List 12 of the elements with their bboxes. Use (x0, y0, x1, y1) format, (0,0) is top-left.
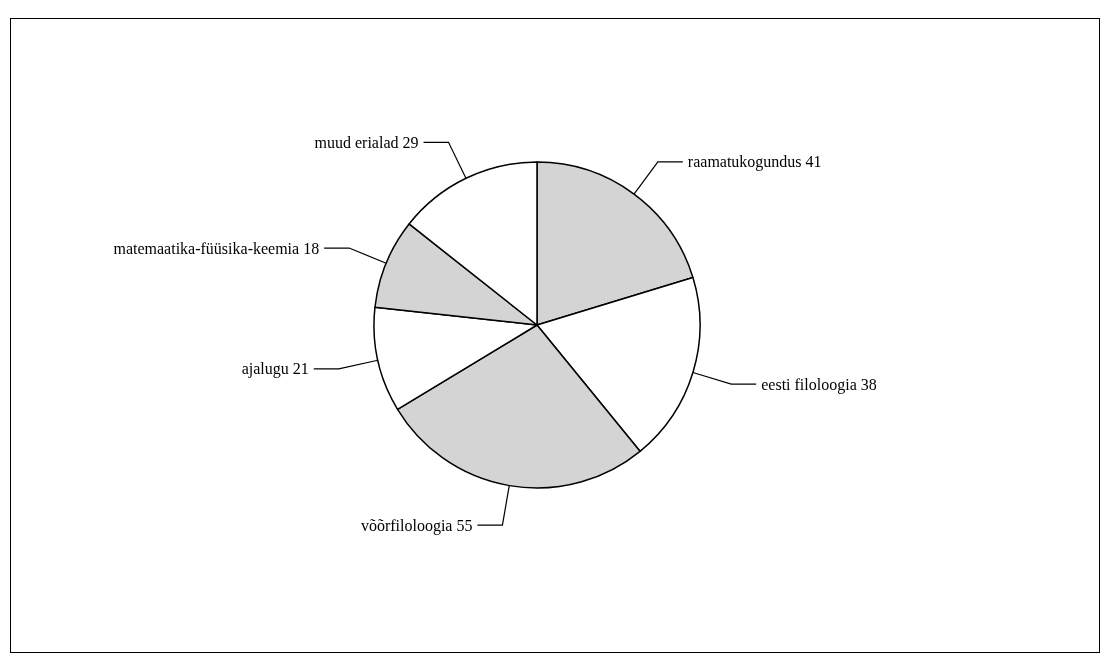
slice-label: muud erialad (314, 133, 403, 151)
data-label: 55 (456, 516, 473, 534)
data-label: 29 (402, 133, 419, 151)
slice-label: matemaatika-füüsika-keemia (113, 239, 304, 257)
data-label: 21 (292, 360, 309, 378)
data-label: 38 (860, 375, 877, 393)
data-label: 18 (303, 239, 320, 257)
slice-label: võõrfiloloogia (360, 516, 457, 535)
slice-label: raamatukogundus (687, 153, 806, 172)
data-label: 41 (805, 153, 822, 171)
slice-label: eesti filoloogia (761, 375, 861, 394)
slice-label: ajalugu (241, 360, 293, 379)
